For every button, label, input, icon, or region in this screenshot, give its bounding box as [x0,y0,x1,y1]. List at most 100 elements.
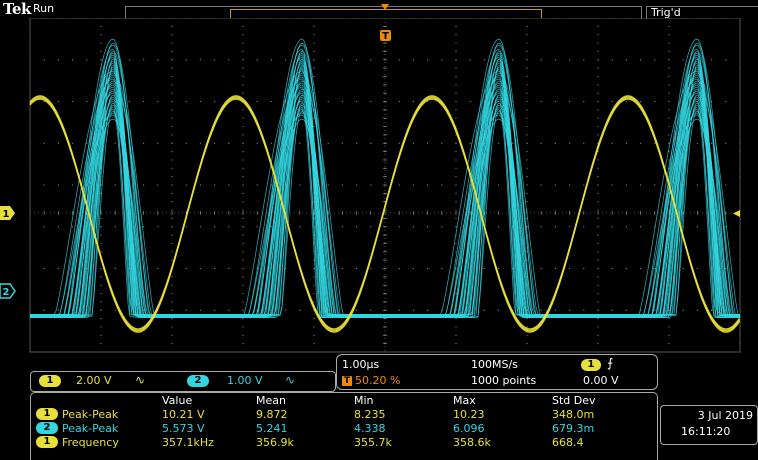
trigger-level-marker[interactable] [733,210,740,217]
trigger-position-marker[interactable]: T [380,30,391,42]
grid-dot [455,226,457,228]
grid-dot [228,184,230,186]
grid-dot [469,142,471,144]
grid-dot [43,309,45,311]
grid-dot [228,142,230,144]
grid-dot [597,234,599,236]
grid-dot [270,59,272,61]
ch1-ground-marker[interactable]: 1 [0,206,15,220]
grid-dot [313,59,315,61]
grid-dot [597,184,599,186]
grid-dot [640,59,642,61]
grid-dot [313,75,315,78]
grid-dot [455,50,457,53]
time-display: 16:11:20 [681,425,731,438]
grid-dot [114,184,116,186]
grid-dot [398,142,400,144]
ch2-scale[interactable]: 1.00 V [227,374,263,387]
grid-dot [100,34,102,36]
grid-dot [668,25,670,27]
ch1-badge: 1 [36,408,58,420]
measurement-min: 4.338 [354,422,386,435]
waveform-display[interactable]: T 1 2 [0,18,758,363]
trigger-slope-icon: ⨍ [607,356,614,370]
grid-dot [242,59,244,61]
grid-dot [199,59,201,61]
grid-dot [199,142,201,144]
grid-dot [185,59,187,61]
grid-dot [569,267,571,270]
measurement-std: 348.0m [552,408,595,421]
ch1-scale[interactable]: 2.00 V [76,374,112,387]
sample-rate: 100MS/s [471,358,518,371]
grid-dot [242,209,244,211]
grid-dot [313,50,315,53]
ch1-waveform [29,95,741,333]
grid-dot [540,59,542,61]
trigger-level[interactable]: 0.00 V [583,374,619,387]
trigger-position-marker-top [381,4,389,10]
grid-dot [455,209,457,211]
grid-dot [356,226,358,228]
grid-dot [72,100,74,103]
grid-dot [526,59,528,61]
grid-dot [569,184,571,186]
grid-dot [171,100,173,103]
table-row[interactable]: 1 Frequency 357.1kHz 356.9k 355.7k 358.6… [0,436,758,449]
grid-dot [185,267,187,270]
grid-dot [526,167,528,169]
grid-dot [341,184,343,186]
grid-dot [313,334,315,336]
measurement-std: 679.3m [552,422,595,435]
grid-dot [313,267,315,270]
grid-dot [171,251,173,253]
horizontal-scale[interactable]: 1.00µs [342,358,380,371]
grid-dot [57,309,60,311]
measurement-min: 355.7k [354,436,392,449]
table-row[interactable]: 2 Peak-Peak 5.573 V 5.241 4.338 6.096 67… [0,422,758,435]
measurement-value: 10.21 V [162,408,205,421]
grid-dot [242,50,244,53]
grid-dot [654,142,656,144]
grid-dot [256,59,258,61]
grid-dot [526,100,528,103]
ch2-ground-marker[interactable]: 2 [0,283,16,299]
grid-dot [455,34,457,36]
grid-dot [242,276,244,278]
grid-dot [214,226,216,228]
grid-dot [526,151,528,153]
grid-dot [483,309,485,311]
grid-dot [356,309,358,311]
grid-dot [711,142,713,144]
grid-dot [143,184,145,186]
grid-dot [597,34,599,36]
grid-dot [597,192,599,194]
horizontal-position[interactable]: 50.20 % [355,374,401,387]
measurement-mean: 5.241 [256,422,288,435]
grid-dot [611,267,613,270]
grid-dot [398,184,400,186]
table-row[interactable]: 1 Peak-Peak 10.21 V 9.872 8.235 10.23 34… [0,408,758,421]
grid-dot [398,226,400,228]
grid-dot [299,309,301,311]
grid-dot [242,242,244,245]
grid-dot [668,92,670,94]
grid-dot [171,109,173,111]
grid-dot [498,142,500,144]
grid-dot [526,84,528,86]
grid-dot [441,267,443,270]
grid-dot [341,226,343,228]
timebase-readout[interactable]: 1.00µs 100MS/s T 50.20 % 1000 points 1 ⨍… [336,354,658,390]
grid-dot [214,309,216,311]
grid-dot [228,226,230,228]
record-window[interactable] [230,9,542,18]
grid-dot [171,201,173,203]
grid-dot [398,100,400,103]
channel-readout[interactable]: 1 2.00 V ∿ 2 1.00 V ∿ [30,371,336,392]
grid-dot [185,184,187,186]
measurement-panel[interactable] [30,392,658,460]
grid-dot [171,67,173,69]
grid-dot [526,326,528,328]
grid-dot [597,343,599,345]
grid-dot [455,84,457,86]
